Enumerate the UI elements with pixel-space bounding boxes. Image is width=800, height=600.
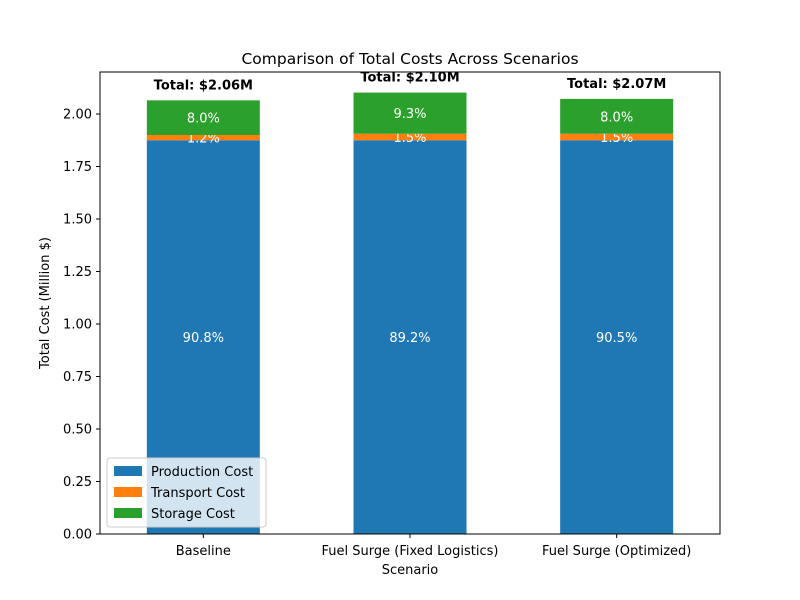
segment-percent-label: 1.5% <box>393 131 426 146</box>
x-tick-label: Baseline <box>176 544 231 559</box>
y-axis-label: Total Cost (Million $) <box>38 237 53 370</box>
bar-production-cost-1 <box>353 140 467 534</box>
x-tick-label: Fuel Surge (Optimized) <box>542 544 691 559</box>
legend-box <box>106 457 267 528</box>
bars-layer: 90.8% 1.2% 8.0% Total: $2.06M 89.2% 1.5% 9.3% T… <box>146 71 674 534</box>
segment-percent-label: 1.5% <box>600 131 633 146</box>
y-tick-label: 0.00 <box>63 528 92 543</box>
legend-swatch <box>114 508 142 518</box>
legend-entry-label: Production Cost <box>151 465 253 480</box>
x-tick-label: Fuel Surge (Fixed Logistics) <box>322 544 499 559</box>
segment-percent-label: 8.0% <box>187 112 220 127</box>
x-axis: Baseline Fuel Surge (Fixed Logistics) Fuel… <box>176 534 691 559</box>
y-tick-label: 1.50 <box>63 213 92 228</box>
segment-percent-label: 9.3% <box>393 107 426 122</box>
y-tick-label: 1.75 <box>63 160 92 175</box>
bar-total-label: Total: $2.07M <box>567 77 666 92</box>
y-axis: 0.00 0.25 0.50 0.75 1.00 1.25 1.50 1.75 2.00 <box>63 108 100 543</box>
segment-percent-label: 90.8% <box>183 331 224 346</box>
bar-storage-cost-2 <box>560 98 674 134</box>
segment-percent-label: 1.2% <box>187 132 220 147</box>
segment-percent-label: 90.5% <box>596 331 637 346</box>
legend-entry-label: Transport Cost <box>150 486 245 501</box>
bar-transport-cost-2 <box>560 133 674 141</box>
bar-transport-cost-1 <box>353 133 467 141</box>
bar-storage-cost-1 <box>353 92 467 134</box>
y-tick-label: 1.25 <box>63 265 92 280</box>
bar-transport-cost-0 <box>146 135 260 141</box>
bar-production-cost-2 <box>560 140 674 534</box>
y-tick-label: 2.00 <box>63 108 92 123</box>
bar-storage-cost-0 <box>146 100 260 135</box>
y-tick-label: 1.00 <box>63 318 92 333</box>
bar-total-label: Total: $2.10M <box>360 71 459 86</box>
bar-total-label: Total: $2.06M <box>154 78 253 93</box>
segment-percent-label: 8.0% <box>600 110 633 125</box>
y-tick-label: 0.75 <box>63 370 92 385</box>
chart-title: Comparison of Total Costs Across Scenari… <box>241 50 578 68</box>
x-axis-label: Scenario <box>382 563 439 578</box>
legend-swatch <box>114 487 142 497</box>
y-tick-label: 0.50 <box>63 423 92 438</box>
legend-entry-label: Storage Cost <box>151 507 235 522</box>
legend-swatch <box>114 466 142 476</box>
y-tick-label: 0.25 <box>63 475 92 490</box>
legend: Production Cost Transport Cost Storage Cos… <box>106 457 267 528</box>
segment-percent-label: 89.2% <box>389 331 430 346</box>
